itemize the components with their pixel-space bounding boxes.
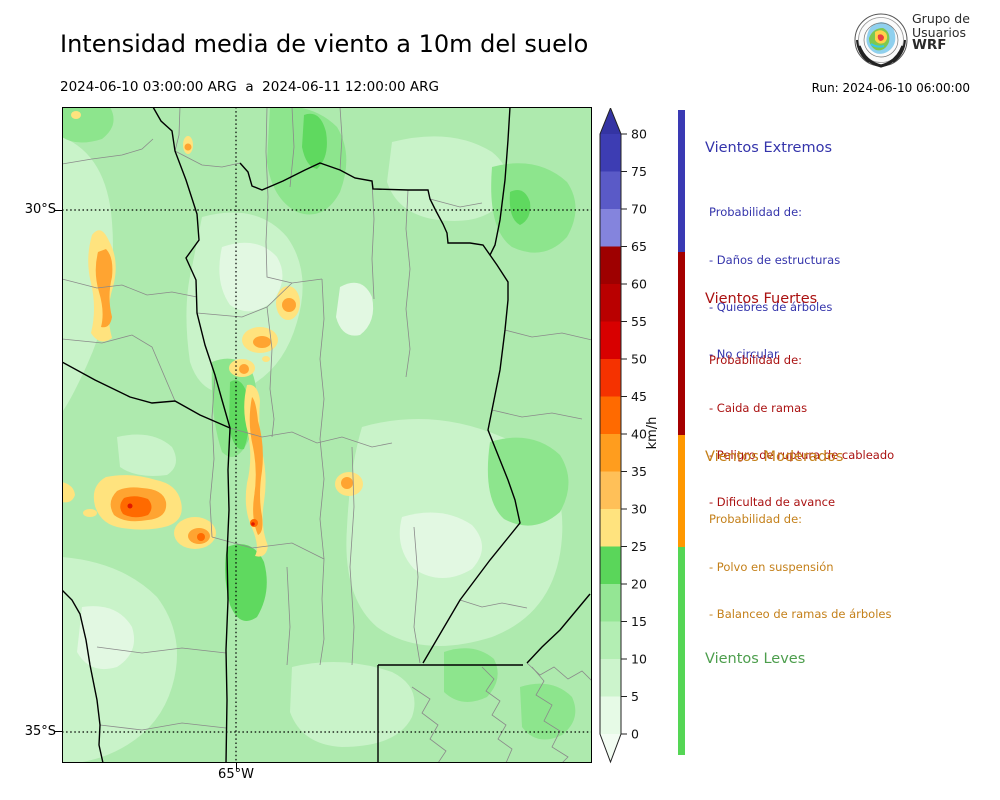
map-frame [62, 107, 592, 763]
map-red-wind-spot-2 [251, 522, 255, 526]
legend-item: - Daños de estructuras [709, 252, 841, 267]
map-deep-orange-wind-areas [120, 496, 258, 541]
legend-heading-fuertes: Vientos Fuertes [705, 291, 818, 307]
colorbar-tick-labels: 80 75 70 65 60 55 50 45 40 35 30 25 20 1… [631, 127, 647, 742]
svg-text:45: 45 [631, 389, 647, 404]
logo-caption-wrf: WRF [912, 37, 947, 53]
department-boundaries [61, 106, 593, 764]
svg-text:15: 15 [631, 614, 647, 629]
legend-intro-moderados: Probabilidad de: [709, 512, 803, 527]
svg-text:25: 25 [631, 539, 647, 554]
lon-label-65w: 65°W [218, 767, 254, 782]
logo-caption-line1: Grupo de [912, 11, 970, 26]
wind-category-bar [678, 110, 685, 755]
svg-text:10: 10 [631, 652, 647, 667]
legend-item: - Peligro de ruptura de cableado [709, 447, 895, 462]
svg-text:75: 75 [631, 164, 647, 179]
legend-item: - Quiebres de árboles [709, 299, 833, 314]
colorbar-segments [599, 106, 622, 764]
legend-heading-extremos: Vientos Extremos [705, 140, 833, 156]
wind-category-legend: Vientos Extremos Probabilidad de: - Daño… [676, 107, 1000, 777]
valid-period-label: 2024-06-10 03:00:00 ARG a 2024-06-11 12:… [60, 79, 439, 95]
svg-text:70: 70 [631, 202, 647, 217]
svg-text:40: 40 [631, 427, 647, 442]
svg-text:80: 80 [631, 127, 647, 142]
wind-speed-colorbar: 80 75 70 65 60 55 50 45 40 35 30 25 20 1… [598, 106, 676, 778]
svg-text:0: 0 [631, 727, 639, 742]
svg-text:20: 20 [631, 577, 647, 592]
category-bar-leves [678, 547, 685, 755]
svg-text:60: 60 [631, 277, 647, 292]
map-canvas [61, 106, 593, 764]
legend-body-extremos: Probabilidad de: - Daños de estructuras … [709, 174, 840, 394]
province-boundaries [61, 106, 591, 764]
legend-item: - Caida de ramas [709, 400, 808, 415]
svg-text:5: 5 [631, 689, 639, 704]
category-bar-extremos [678, 110, 685, 252]
lat-tick-35s [55, 731, 62, 732]
svg-text:30: 30 [631, 502, 647, 517]
legend-body-fuertes: Probabilidad de: - Caida de ramas - Peli… [709, 322, 894, 542]
page-title: Intensidad media de viento a 10m del sue… [60, 30, 589, 58]
lon-tick-65w [236, 763, 237, 769]
legend-item: - Balanceo de ramas de árboles [709, 606, 892, 621]
legend-item: - Dificultad de avance [709, 494, 836, 509]
logo-caption-line2: Usuarios [912, 24, 967, 40]
svg-text:35: 35 [631, 464, 647, 479]
map-red-wind-spot [127, 503, 133, 509]
model-run-label: Run: 2024-06-10 06:00:00 [811, 81, 970, 95]
svg-text:65: 65 [631, 239, 647, 254]
logo-caption: Grupo de Usuarios WRF [912, 12, 970, 53]
legend-item: - Polvo en suspensión [709, 559, 834, 574]
colorbar-canvas: 80 75 70 65 60 55 50 45 40 35 30 25 20 1… [599, 106, 660, 764]
lat-label-30s: 30°S [24, 202, 56, 217]
category-bar-fuertes [678, 252, 685, 435]
lat-label-35s: 35°S [24, 724, 56, 739]
lat-tick-30s [55, 210, 62, 211]
legend-heading-moderados: Vientos Moderados [705, 449, 844, 465]
legend-intro-fuertes: Probabilidad de: [709, 353, 803, 368]
legend-body-moderados: Probabilidad de: - Polvo en suspensión -… [709, 481, 891, 654]
legend-intro-extremos: Probabilidad de: [709, 205, 803, 220]
svg-text:55: 55 [631, 314, 647, 329]
colorbar-unit-label: km/h [645, 417, 660, 450]
legend-item: - No circular [709, 346, 779, 361]
legend-heading-leves: Vientos Leves [705, 651, 806, 667]
wrf-users-group-logo-icon [854, 13, 908, 68]
svg-text:50: 50 [631, 352, 647, 367]
category-bar-moderados [678, 435, 685, 547]
colorbar-tick-marks [621, 133, 627, 735]
wind-intensity-map [61, 106, 593, 764]
graticule-lines [62, 107, 592, 763]
